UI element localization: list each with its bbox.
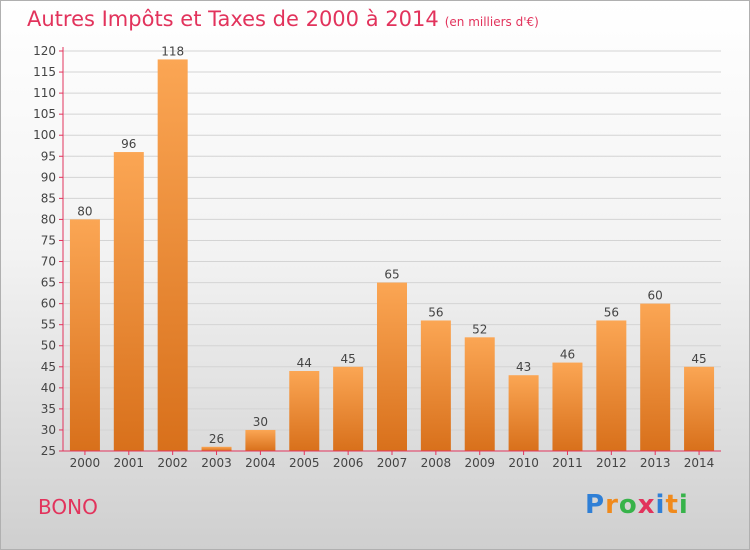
logo-letter: i — [655, 490, 666, 520]
x-tick-label: 2014 — [684, 456, 715, 470]
x-tick-label: 2010 — [508, 456, 539, 470]
y-tick-label: 75 — [41, 233, 56, 247]
bar-value-label: 96 — [121, 137, 136, 151]
bar — [640, 303, 671, 451]
y-tick-label: 105 — [33, 107, 56, 121]
y-tick-label: 40 — [41, 381, 56, 395]
y-tick-label: 90 — [41, 170, 56, 184]
logo-letter: o — [618, 490, 638, 520]
bar — [245, 429, 276, 451]
bar-value-label: 52 — [472, 322, 487, 336]
bar-value-label: 43 — [516, 360, 531, 374]
bar — [201, 446, 232, 451]
bar-value-label: 46 — [560, 348, 575, 362]
x-tick-label: 2000 — [70, 456, 101, 470]
bar-value-label: 30 — [253, 415, 268, 429]
logo-letter: x — [637, 490, 656, 520]
y-tick-label: 30 — [41, 423, 56, 437]
bar-value-label: 26 — [209, 432, 224, 446]
y-tick-label: 115 — [33, 65, 56, 79]
x-tick-label: 2007 — [377, 456, 408, 470]
logo-letter: r — [605, 490, 619, 520]
x-tick-label: 2006 — [333, 456, 364, 470]
x-tick-label: 2013 — [640, 456, 671, 470]
proxiti-logo: Proxiti — [585, 490, 689, 520]
y-tick-label: 100 — [33, 128, 56, 142]
bar-value-label: 45 — [340, 352, 355, 366]
y-tick-label: 35 — [41, 402, 56, 416]
bar — [508, 375, 539, 451]
bar-value-label: 44 — [297, 356, 312, 370]
logo-letter: t — [665, 490, 679, 520]
y-tick-label: 55 — [41, 318, 56, 332]
title-unit: (en milliers d'€) — [444, 15, 539, 29]
bar — [157, 59, 188, 451]
axes — [59, 47, 721, 455]
bar — [113, 152, 144, 452]
labels: 25 30 35 40 45 50 55 60 65 70 75 80 85 90 95 100 105 110 1… — [33, 44, 714, 470]
x-tick-label: 2003 — [201, 456, 232, 470]
chart-title: Autres Impôts et Taxes de 2000 à 2014 (en… — [27, 7, 539, 31]
y-tick-label: 110 — [33, 86, 56, 100]
x-tick-label: 2001 — [114, 456, 145, 470]
y-tick-label: 25 — [41, 444, 56, 458]
y-tick-label: 45 — [41, 360, 56, 374]
bar — [684, 366, 715, 451]
x-tick-label: 2011 — [552, 456, 583, 470]
x-tick-label: 2012 — [596, 456, 627, 470]
y-tick-label: 60 — [41, 297, 56, 311]
logo-letter: P — [585, 490, 606, 520]
bar-value-label: 65 — [384, 268, 399, 282]
y-tick-label: 50 — [41, 339, 56, 353]
bar — [596, 320, 627, 451]
bar-value-label: 45 — [691, 352, 706, 366]
y-tick-label: 80 — [41, 212, 56, 226]
commune-name: BONO — [38, 495, 98, 519]
x-tick-label: 2002 — [157, 456, 188, 470]
bar-value-label: 118 — [161, 44, 184, 58]
bar — [289, 371, 320, 451]
bar-value-label: 80 — [77, 204, 92, 218]
y-tick-label: 70 — [41, 255, 56, 269]
x-tick-label: 2005 — [289, 456, 320, 470]
bars — [69, 59, 715, 452]
x-tick-label: 2004 — [245, 456, 276, 470]
bar — [69, 219, 100, 451]
x-tick-label: 2008 — [421, 456, 452, 470]
bar — [552, 362, 583, 451]
y-tick-label: 95 — [41, 149, 56, 163]
y-tick-label: 65 — [41, 276, 56, 290]
bar — [464, 337, 495, 451]
y-tick-label: 85 — [41, 191, 56, 205]
y-tick-label: 120 — [33, 44, 56, 58]
bar — [420, 320, 451, 451]
bar-value-label: 56 — [604, 305, 619, 319]
title-text: Autres Impôts et Taxes de 2000 à 2014 — [27, 7, 439, 31]
bar-value-label: 56 — [428, 305, 443, 319]
bar — [333, 366, 364, 451]
bar-value-label: 60 — [648, 289, 663, 303]
x-tick-label: 2009 — [464, 456, 495, 470]
logo-letter: i — [678, 490, 689, 520]
bar — [377, 282, 407, 451]
